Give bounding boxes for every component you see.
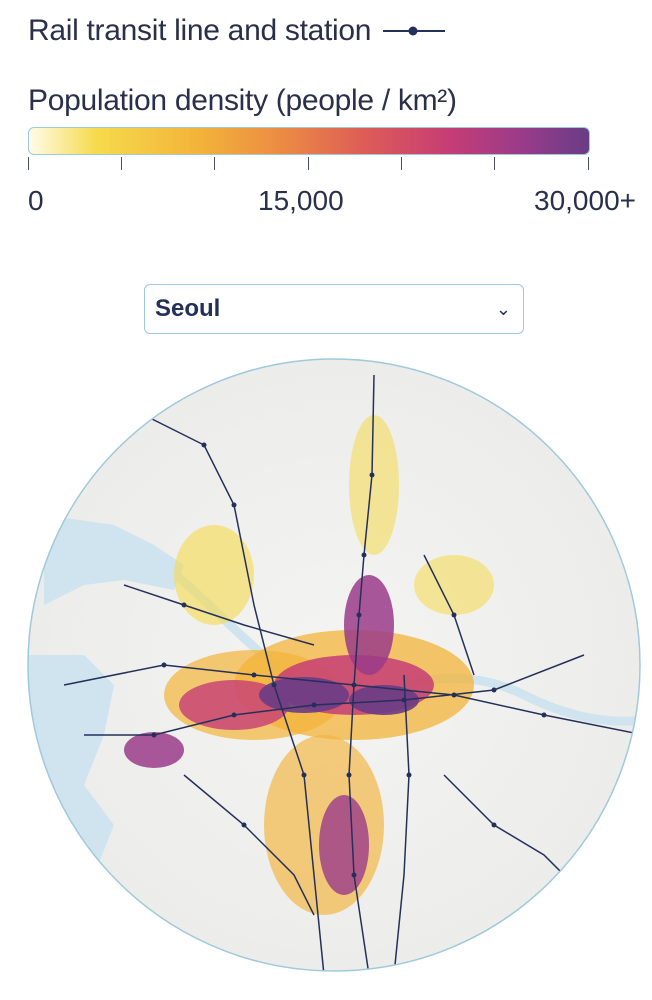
city-select-value: Seoul xyxy=(155,295,221,322)
scale-tick xyxy=(214,157,215,170)
map-border xyxy=(27,358,641,972)
rail-line-station-icon xyxy=(383,26,446,36)
scale-label-min: 0 xyxy=(28,185,44,216)
density-color-scale: 0 15,000 30,000+ xyxy=(28,127,636,216)
scale-tick xyxy=(401,157,402,170)
scale-tick xyxy=(308,157,309,170)
map-estuary xyxy=(44,515,184,605)
scale-ticks xyxy=(28,155,590,170)
chevron-down-icon: ⌄ xyxy=(495,298,511,319)
scale-tick xyxy=(28,157,29,170)
scale-label-max: 30,000+ xyxy=(534,185,636,216)
density-color-ramp xyxy=(28,127,590,155)
scale-label-mid: 15,000 xyxy=(258,185,344,216)
scale-tick xyxy=(494,157,495,170)
density-legend-title: Population density (people / km²) xyxy=(28,84,457,117)
population-density-map[interactable] xyxy=(24,355,644,975)
scale-tick xyxy=(588,157,589,170)
scale-tick xyxy=(121,157,122,170)
rail-stations xyxy=(151,442,547,878)
city-select-dropdown[interactable]: Seoul ⌄ xyxy=(144,284,524,334)
scale-tick-labels: 0 15,000 30,000+ xyxy=(28,169,636,216)
rail-legend: Rail transit line and station xyxy=(28,14,447,48)
rail-legend-label: Rail transit line and station xyxy=(28,14,372,47)
